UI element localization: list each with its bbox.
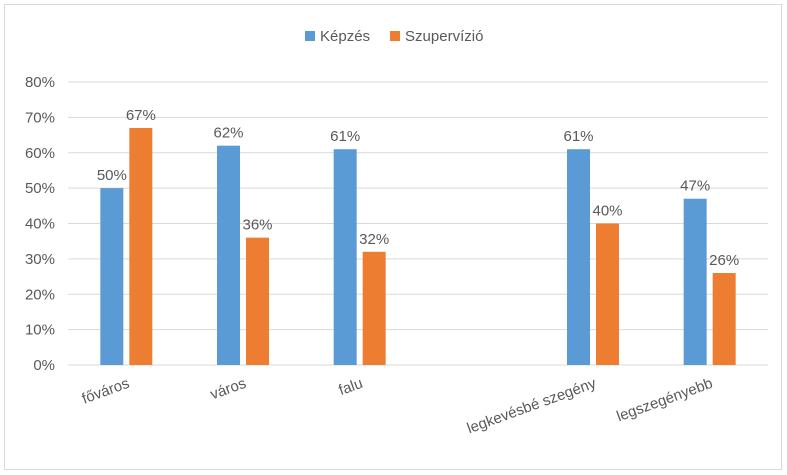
y-tick-label: 0% bbox=[33, 357, 55, 374]
data-label: 26% bbox=[709, 252, 739, 269]
bar bbox=[100, 188, 124, 365]
data-label: 40% bbox=[592, 203, 622, 220]
legend-swatch bbox=[390, 31, 401, 41]
y-tick-label: 20% bbox=[25, 286, 55, 303]
category-label: legkevésbé szegény bbox=[465, 375, 599, 438]
data-label: 62% bbox=[213, 125, 243, 142]
bar bbox=[217, 145, 240, 365]
bar bbox=[712, 273, 736, 365]
category-label: főváros bbox=[80, 375, 132, 408]
category-label: legszegényebb bbox=[614, 375, 715, 425]
bar bbox=[246, 237, 269, 365]
legend-label: Képzés bbox=[320, 28, 370, 45]
legend: Képzés Szupervízió bbox=[305, 28, 483, 45]
data-label: 32% bbox=[359, 231, 389, 248]
data-label: 47% bbox=[680, 178, 710, 195]
bar bbox=[567, 149, 590, 365]
data-labels: 50% 67% 62% 36% 61% 32% 61% 40% 47% 26% bbox=[97, 107, 739, 269]
y-tick-label: 80% bbox=[25, 74, 55, 91]
data-label: 61% bbox=[563, 128, 593, 145]
category-label: falu bbox=[336, 375, 365, 399]
data-label: 61% bbox=[330, 128, 360, 145]
bar bbox=[362, 251, 386, 365]
y-axis-ticks: 0% 10% 20% 30% 40% 50% 60% 70% 80% bbox=[25, 74, 55, 374]
y-tick-label: 10% bbox=[25, 322, 55, 339]
bar bbox=[129, 127, 153, 365]
y-tick-label: 60% bbox=[25, 145, 55, 162]
data-label: 36% bbox=[242, 217, 272, 234]
bar bbox=[333, 149, 357, 365]
data-label: 50% bbox=[97, 167, 127, 184]
bars bbox=[100, 127, 736, 365]
y-tick-label: 40% bbox=[25, 216, 55, 233]
gridlines bbox=[68, 81, 768, 366]
bar bbox=[596, 223, 619, 365]
bar bbox=[683, 198, 707, 365]
y-tick-label: 70% bbox=[25, 109, 55, 126]
y-tick-label: 30% bbox=[25, 251, 55, 268]
category-label: város bbox=[208, 375, 248, 404]
legend-label: Szupervízió bbox=[405, 28, 483, 45]
category-labels: főváros város falu legkevésbé szegény legsze… bbox=[80, 375, 715, 438]
y-tick-label: 50% bbox=[25, 180, 55, 197]
legend-swatch bbox=[305, 31, 315, 41]
data-label: 67% bbox=[126, 107, 156, 124]
